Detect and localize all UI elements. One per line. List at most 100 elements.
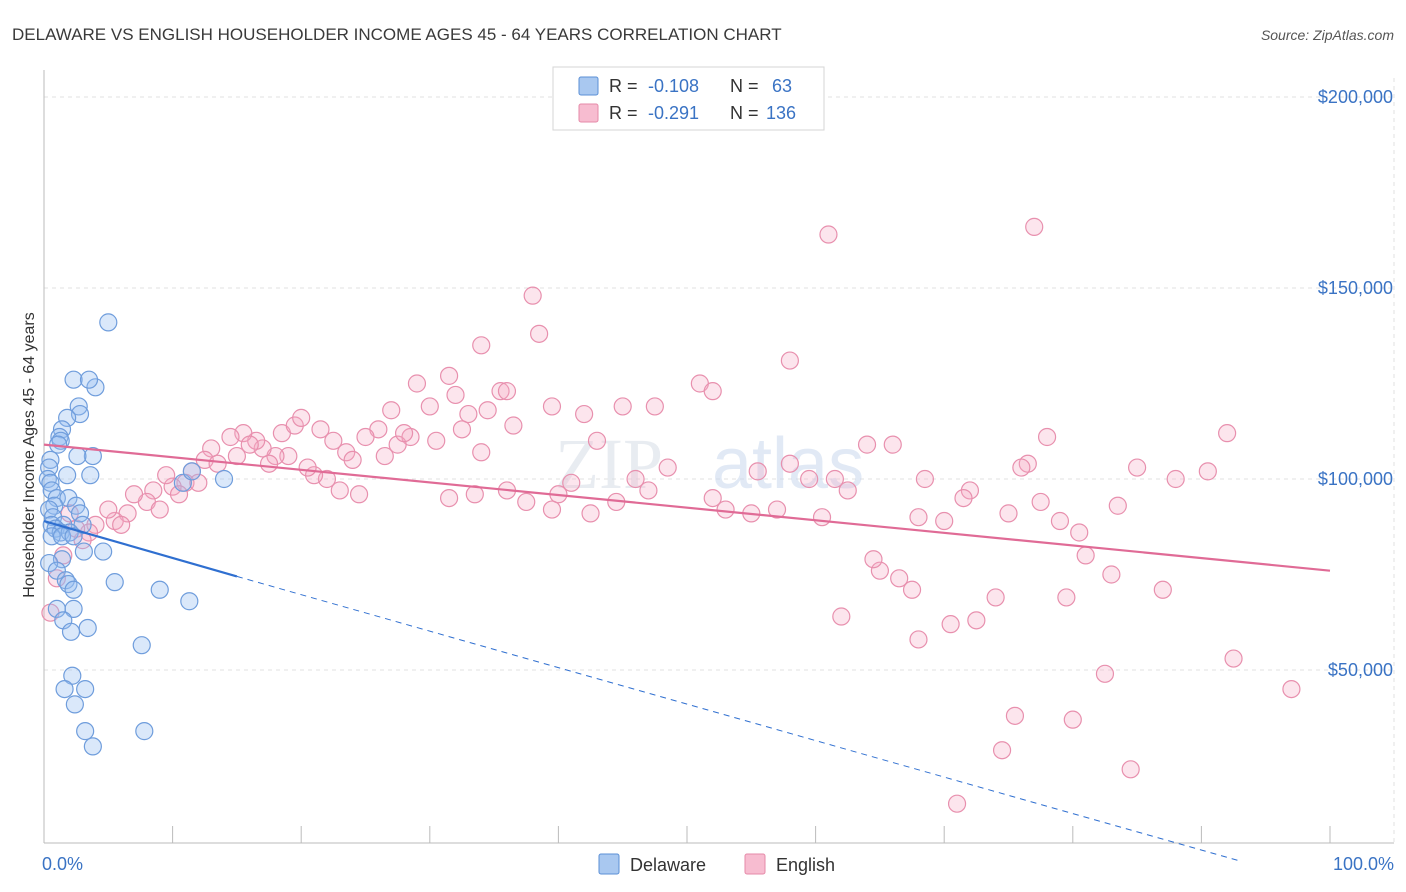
english-point	[144, 481, 163, 500]
english-point	[112, 515, 131, 534]
delaware-point	[81, 466, 100, 485]
english-point	[915, 469, 935, 489]
delaware-point	[64, 599, 83, 618]
delaware-point	[150, 580, 169, 599]
english-point	[1063, 710, 1082, 729]
english-point	[1102, 565, 1121, 584]
english-point	[439, 366, 459, 385]
english-point	[575, 404, 594, 424]
english-point	[1198, 462, 1217, 481]
english-point	[343, 450, 362, 469]
english-point	[748, 462, 767, 481]
english-point	[157, 466, 176, 485]
legend-n-value: 63	[772, 76, 792, 96]
english-point	[375, 446, 394, 466]
english-point	[986, 588, 1005, 607]
english-point	[472, 443, 491, 462]
english-point	[452, 420, 472, 439]
english-point	[947, 794, 967, 813]
english-point	[1127, 458, 1147, 477]
english-point	[890, 569, 909, 588]
delaware-point	[76, 722, 95, 741]
delaware-point	[59, 574, 78, 594]
english-point	[285, 416, 304, 435]
delaware-point	[86, 378, 105, 397]
english-point	[581, 504, 600, 523]
y-tick-label: $100,000	[1318, 469, 1393, 489]
english-point	[857, 435, 877, 454]
english-point	[298, 458, 317, 477]
english-point	[800, 469, 819, 489]
delaware-point	[105, 573, 124, 592]
english-point	[472, 336, 491, 355]
english-point	[1076, 546, 1095, 565]
english-point	[504, 416, 523, 435]
english-point	[491, 382, 510, 401]
english-point	[703, 489, 722, 508]
english-point	[780, 351, 799, 370]
legend-r-label: R =	[609, 76, 638, 96]
english-point	[992, 741, 1012, 760]
english-point	[150, 500, 169, 519]
english-point	[349, 485, 369, 504]
english-point	[1012, 458, 1031, 477]
english-point	[311, 420, 330, 439]
legend-r-value: -0.291	[648, 103, 699, 123]
legend-r-label: R =	[609, 103, 638, 123]
english-point	[999, 504, 1018, 523]
english-point	[639, 481, 658, 500]
english-point	[1121, 760, 1140, 779]
bottom-legend-english: English	[776, 855, 835, 875]
english-point	[292, 408, 311, 427]
english-point	[86, 515, 105, 534]
chart-title: DELAWARE VS ENGLISH HOUSEHOLDER INCOME A…	[12, 25, 782, 44]
english-point	[658, 458, 677, 477]
english-point	[613, 397, 632, 416]
english-point	[407, 374, 427, 393]
english-point	[47, 569, 66, 588]
english-point	[941, 615, 960, 634]
english-point	[864, 550, 883, 569]
english-point	[1095, 664, 1115, 683]
delaware-point	[182, 462, 201, 481]
delaware-point	[76, 679, 95, 699]
english-point	[1224, 649, 1243, 668]
delaware-point	[64, 580, 83, 599]
legend-n-value: 136	[766, 103, 796, 123]
delaware-point	[99, 313, 118, 332]
delaware-point	[64, 370, 83, 389]
delaware-point	[79, 370, 99, 389]
axes	[43, 70, 1394, 844]
trend-lines	[43, 443, 1331, 862]
english-point	[221, 427, 240, 447]
english-point	[542, 397, 562, 416]
english-point	[902, 580, 922, 599]
english-point	[1005, 706, 1025, 725]
english-point	[208, 454, 227, 473]
delaware-point	[74, 542, 93, 561]
bottom-legend-swatch-english	[744, 853, 766, 875]
english-point	[883, 435, 902, 454]
english-point	[1153, 580, 1172, 599]
english-point	[189, 473, 208, 492]
delaware-point	[135, 722, 154, 741]
english-point	[819, 225, 838, 244]
english-point	[388, 435, 407, 454]
english-point	[935, 511, 954, 531]
english-point	[870, 561, 890, 580]
delaware-point	[41, 473, 60, 492]
delaware-point	[65, 695, 84, 714]
english-point	[1166, 469, 1185, 489]
english-point	[163, 477, 182, 496]
english-point	[954, 489, 973, 508]
english-point	[330, 481, 349, 500]
delaware-point	[70, 504, 90, 523]
source-label: Source: ZipAtlas.com	[1261, 27, 1394, 43]
english-point	[259, 454, 279, 473]
delaware-point	[78, 618, 97, 638]
y-tick-label: $150,000	[1318, 278, 1393, 298]
series-legend: Delaware English	[598, 853, 835, 875]
delaware-trend-line	[43, 519, 238, 578]
english-point	[960, 481, 980, 500]
english-point	[279, 446, 298, 466]
